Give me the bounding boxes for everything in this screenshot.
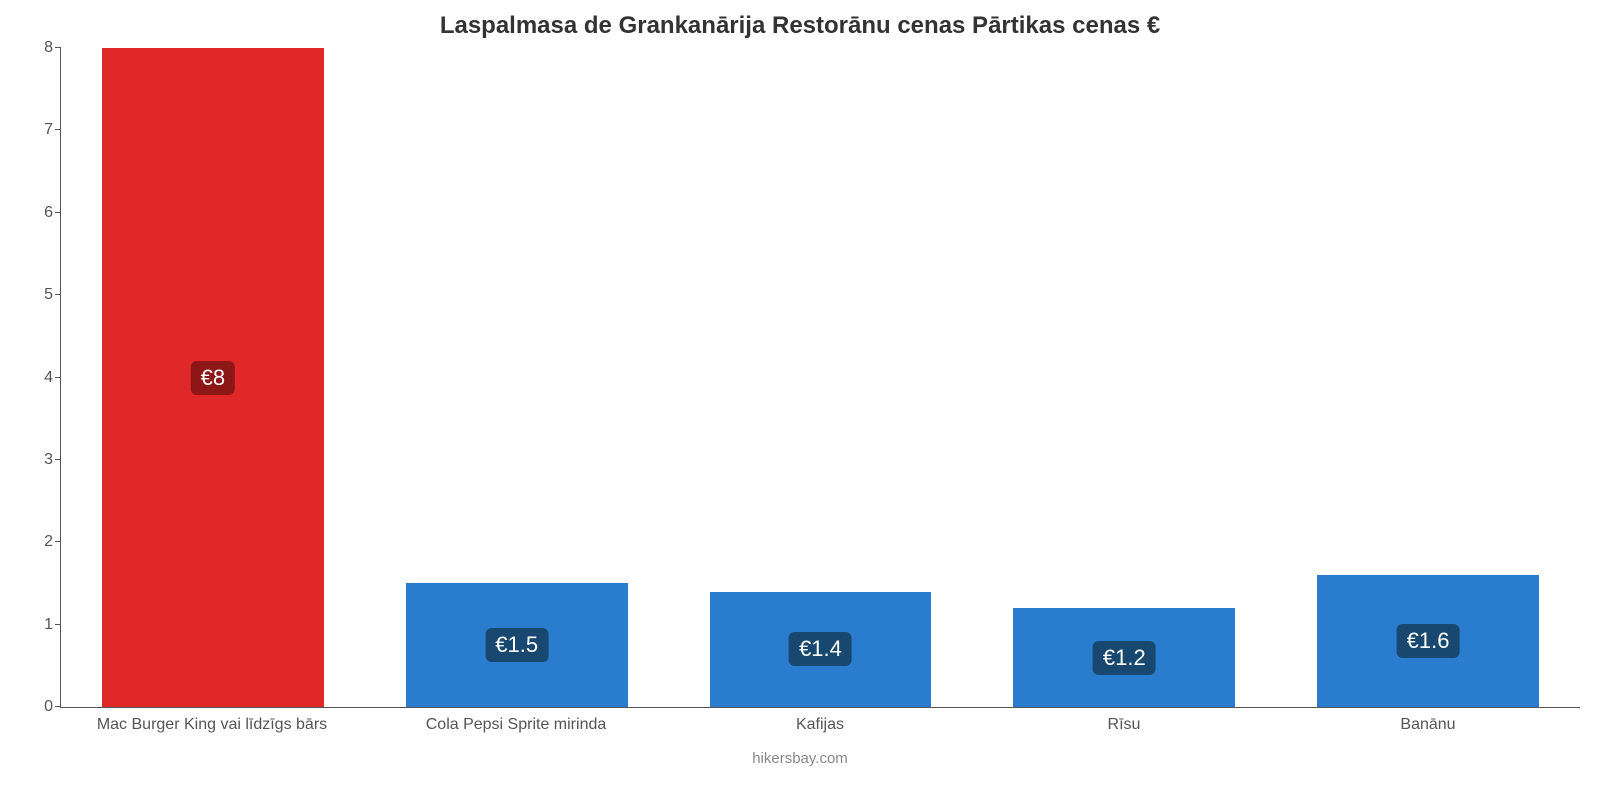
bars-container: €8 €1.5 €1.4 €1.2 €1.6 <box>61 48 1580 707</box>
bar-slot: €1.6 <box>1276 48 1580 707</box>
chart-title: Laspalmasa de Grankanārija Restorānu cen… <box>0 0 1600 48</box>
y-tick-label: 7 <box>44 121 61 139</box>
bar: €1.6 <box>1317 575 1539 707</box>
plot-area: €8€1.5€1.4€1.2€1.6 012345678 <box>60 48 1580 708</box>
bar: €1.2 <box>1013 608 1235 707</box>
chart-area: €8€1.5€1.4€1.2€1.6 012345678 Mac Burger … <box>20 48 1580 748</box>
x-axis-label: Banānu <box>1276 708 1580 748</box>
y-tick-label: 5 <box>44 286 61 304</box>
bar-value-label: €1.2 <box>1093 641 1156 675</box>
bar-slot: €1.5 <box>365 48 669 707</box>
y-tick-label: 8 <box>44 39 61 57</box>
y-tick-label: 2 <box>44 533 61 551</box>
bar: €1.4 <box>710 592 932 707</box>
x-axis-label: Mac Burger King vai līdzīgs bārs <box>60 708 364 748</box>
bar-value-label: €1.4 <box>789 632 852 666</box>
y-tick-label: 1 <box>44 616 61 634</box>
x-axis-label: Cola Pepsi Sprite mirinda <box>364 708 668 748</box>
credit-text: hikersbay.com <box>0 750 1600 767</box>
bar: €8 <box>102 48 324 707</box>
bar: €1.5 <box>406 583 628 707</box>
bar-slot: €8 <box>61 48 365 707</box>
x-axis-label: Kafijas <box>668 708 972 748</box>
y-tick-label: 6 <box>44 204 61 222</box>
bar-value-label: €8 <box>191 361 235 395</box>
y-tick-label: 0 <box>44 698 61 716</box>
y-tick-label: 3 <box>44 451 61 469</box>
x-axis-labels: Mac Burger King vai līdzīgs bārsCola Pep… <box>60 708 1580 748</box>
x-axis-label: Rīsu <box>972 708 1276 748</box>
bar-value-label: €1.5 <box>485 628 548 662</box>
y-tick-label: 4 <box>44 369 61 387</box>
bar-value-label: €1.6 <box>1397 624 1460 658</box>
bar-slot: €1.2 <box>972 48 1276 707</box>
bar-slot: €1.4 <box>669 48 973 707</box>
